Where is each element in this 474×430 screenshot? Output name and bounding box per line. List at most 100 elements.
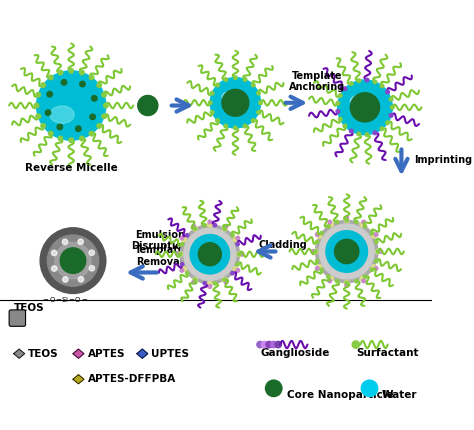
Circle shape: [376, 250, 380, 253]
Circle shape: [36, 92, 40, 97]
Circle shape: [75, 126, 81, 132]
Circle shape: [275, 341, 282, 348]
Circle shape: [58, 70, 63, 75]
Text: $\rm -O\!-\!Si\!-\!O-$: $\rm -O\!-\!Si\!-\!O-$: [41, 295, 88, 304]
Circle shape: [193, 278, 197, 282]
Circle shape: [78, 239, 83, 245]
Circle shape: [336, 110, 340, 113]
Circle shape: [370, 268, 374, 271]
Text: Template
Anchoring: Template Anchoring: [290, 71, 346, 92]
Circle shape: [181, 243, 184, 246]
Circle shape: [210, 111, 214, 114]
Circle shape: [57, 124, 63, 130]
Circle shape: [236, 236, 240, 240]
Text: APTES-DFFPBA: APTES-DFFPBA: [88, 374, 176, 384]
Circle shape: [231, 233, 234, 237]
Circle shape: [182, 237, 187, 242]
Circle shape: [62, 239, 68, 245]
Circle shape: [78, 276, 83, 282]
Polygon shape: [137, 349, 148, 358]
Circle shape: [372, 233, 376, 238]
Circle shape: [326, 230, 367, 272]
Circle shape: [349, 129, 353, 133]
Circle shape: [102, 92, 107, 97]
Circle shape: [102, 114, 107, 119]
Circle shape: [185, 272, 189, 275]
Circle shape: [261, 341, 268, 348]
Circle shape: [257, 111, 261, 114]
Circle shape: [185, 233, 189, 237]
Circle shape: [176, 252, 179, 256]
Circle shape: [352, 341, 359, 348]
Circle shape: [328, 279, 331, 283]
Circle shape: [360, 276, 365, 281]
Circle shape: [60, 248, 86, 273]
Circle shape: [208, 285, 212, 289]
Circle shape: [209, 101, 212, 104]
Circle shape: [345, 280, 349, 285]
Text: TEOS: TEOS: [28, 349, 59, 359]
Circle shape: [329, 222, 333, 227]
Circle shape: [318, 233, 322, 238]
Circle shape: [192, 280, 195, 284]
Polygon shape: [14, 349, 25, 358]
Ellipse shape: [50, 106, 74, 123]
Text: UPTES: UPTES: [152, 349, 190, 359]
Text: Core Nanoparticle: Core Nanoparticle: [287, 390, 394, 400]
Circle shape: [316, 233, 319, 237]
Circle shape: [375, 259, 378, 263]
Circle shape: [234, 76, 237, 80]
Circle shape: [224, 280, 228, 284]
Circle shape: [373, 80, 377, 84]
Circle shape: [48, 75, 53, 80]
Circle shape: [386, 90, 389, 94]
Circle shape: [251, 119, 255, 123]
Circle shape: [52, 266, 57, 271]
Circle shape: [203, 282, 206, 285]
Circle shape: [51, 250, 57, 256]
Circle shape: [180, 224, 239, 284]
Text: Template
Removal: Template Removal: [135, 245, 185, 267]
Circle shape: [48, 131, 53, 136]
Circle shape: [89, 250, 94, 255]
Circle shape: [233, 267, 238, 271]
Circle shape: [222, 226, 227, 231]
Circle shape: [40, 228, 106, 293]
Circle shape: [265, 380, 282, 396]
Circle shape: [375, 240, 378, 243]
Circle shape: [257, 91, 261, 95]
Circle shape: [80, 136, 84, 141]
Circle shape: [203, 224, 206, 227]
Circle shape: [373, 131, 377, 135]
Circle shape: [58, 136, 63, 141]
Circle shape: [327, 275, 330, 278]
Circle shape: [345, 218, 349, 223]
Circle shape: [180, 236, 184, 240]
Circle shape: [61, 80, 67, 85]
Circle shape: [320, 231, 323, 235]
Circle shape: [216, 119, 219, 123]
Polygon shape: [73, 375, 84, 384]
Circle shape: [34, 103, 39, 108]
Text: Cladding: Cladding: [258, 240, 307, 250]
Circle shape: [69, 68, 73, 73]
Circle shape: [224, 124, 228, 128]
Circle shape: [243, 78, 247, 81]
Circle shape: [91, 95, 97, 101]
Circle shape: [222, 89, 249, 116]
Circle shape: [389, 98, 393, 101]
Circle shape: [198, 243, 221, 266]
Circle shape: [374, 233, 378, 237]
Circle shape: [380, 127, 384, 131]
Circle shape: [181, 263, 184, 266]
Circle shape: [90, 114, 95, 120]
Circle shape: [357, 79, 361, 83]
Circle shape: [316, 267, 319, 270]
Circle shape: [231, 272, 234, 275]
Circle shape: [80, 81, 85, 87]
Circle shape: [193, 277, 197, 282]
Circle shape: [335, 240, 359, 264]
Circle shape: [336, 220, 339, 224]
Circle shape: [364, 224, 367, 228]
Circle shape: [327, 224, 330, 228]
